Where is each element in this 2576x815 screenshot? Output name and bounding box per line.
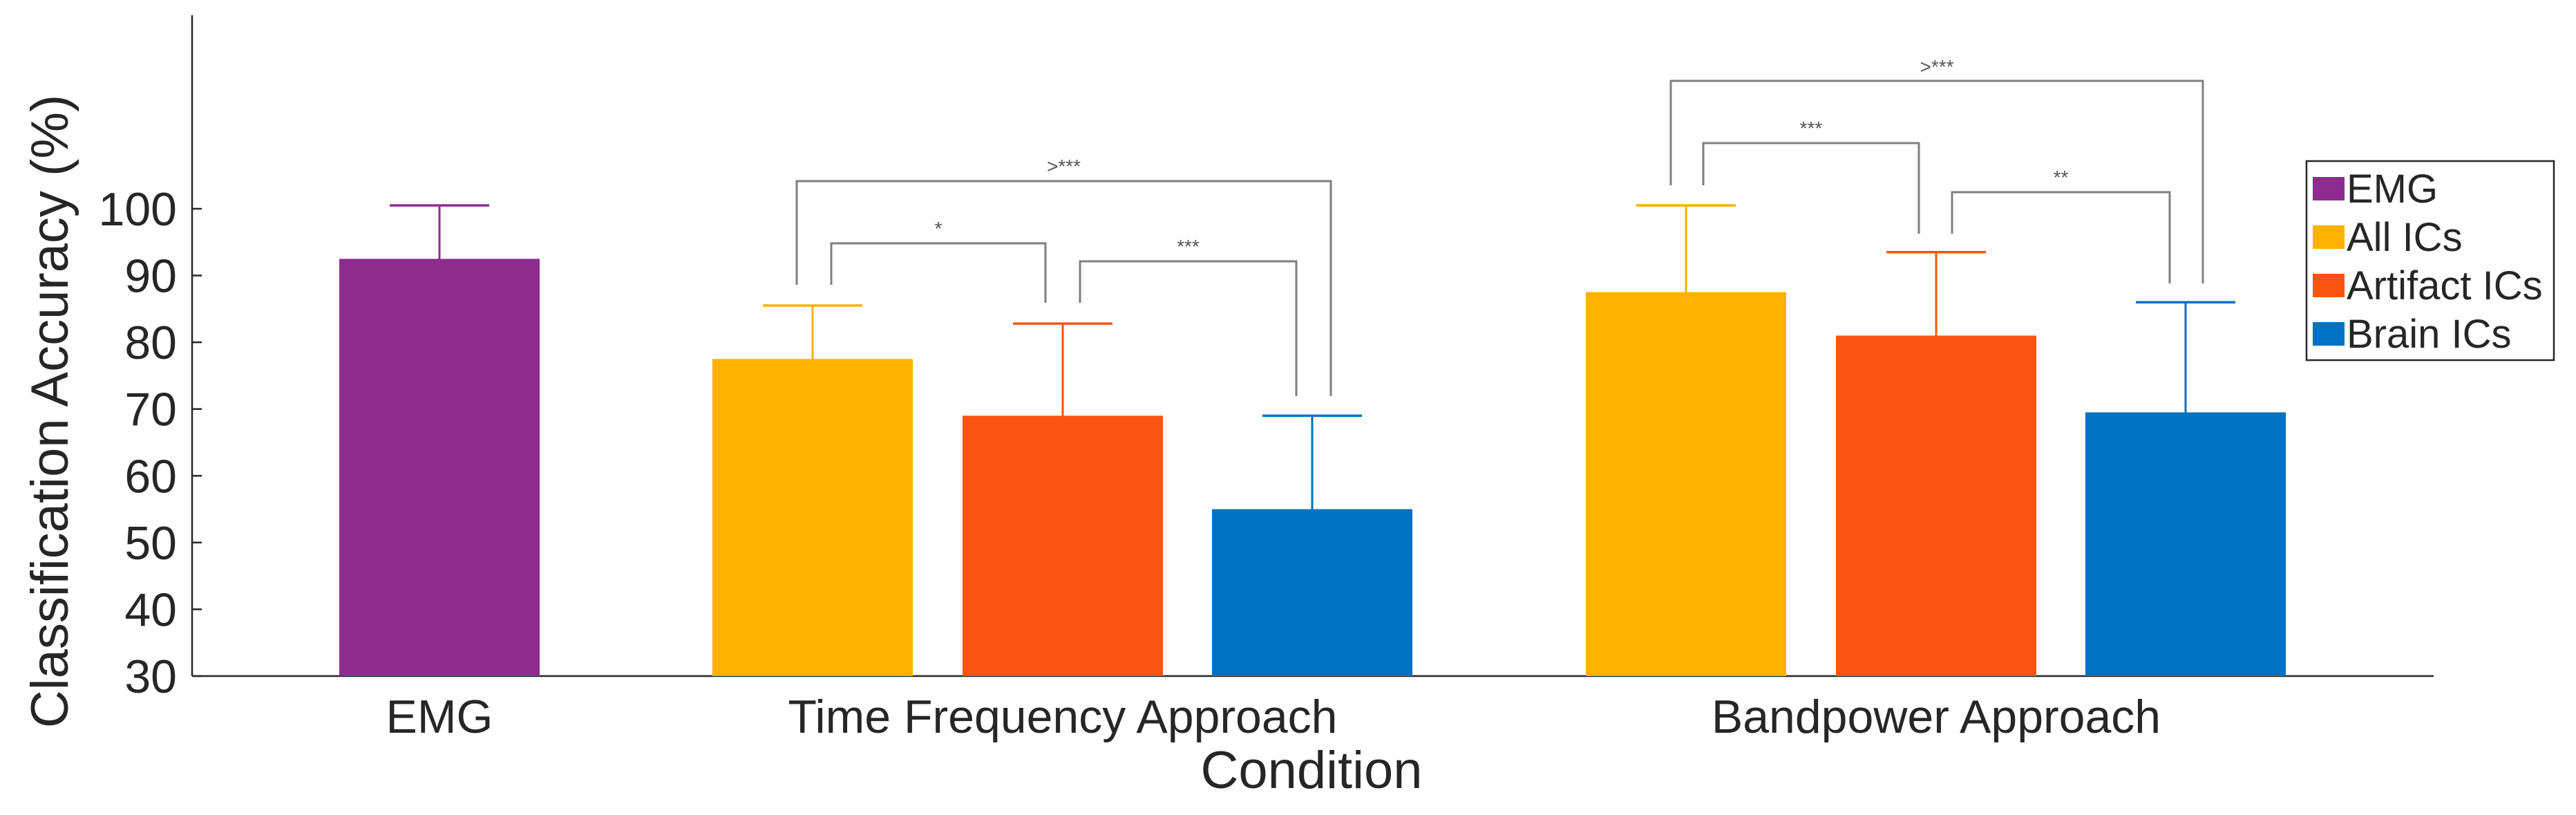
- significance-bracket: [795, 180, 1332, 396]
- axis-labels: Classification Accuracy (%) Condition: [21, 95, 1423, 800]
- significance-label: **: [2054, 167, 2069, 188]
- legend-label: Brain ICs: [2347, 312, 2512, 357]
- y-tick-label: 50: [124, 517, 177, 570]
- significance-label: ***: [1800, 118, 1823, 139]
- significance-bracket: [1702, 142, 1920, 234]
- legend-box: [2305, 160, 2555, 362]
- y-tick-label: 90: [124, 250, 177, 303]
- legend-swatch: [2313, 177, 2345, 200]
- legend-swatch: [2313, 274, 2345, 297]
- y-tick-label: 30: [124, 650, 177, 703]
- bars: EMG Time Frequency Approach Bandpower Appr…: [339, 204, 2286, 743]
- significance-bracket: [1951, 191, 2171, 283]
- x-axis-title: Condition: [1200, 741, 1422, 800]
- y-tick-label: 70: [124, 384, 177, 436]
- y-axis-title: Classification Accuracy (%): [21, 95, 79, 729]
- significance-label: >***: [1920, 56, 1953, 77]
- significance-label: *: [935, 218, 943, 239]
- y-tick-label: 40: [124, 583, 177, 636]
- significance-bracket: [830, 242, 1047, 303]
- y-tick-label: 80: [124, 317, 177, 369]
- significance-bracket: [1079, 260, 1298, 396]
- significance-label: >***: [1047, 156, 1081, 177]
- category-label: EMG: [386, 691, 493, 743]
- legend-swatch: [2313, 322, 2345, 346]
- category-label: Bandpower Approach: [1712, 691, 2161, 743]
- significance-bracket: [1669, 79, 2204, 283]
- y-tick-label: 60: [124, 450, 177, 503]
- legend-label: EMG: [2347, 167, 2438, 212]
- axes: 30 40 50 60 70 80 90 100: [99, 15, 2434, 703]
- significance-label: ***: [1177, 236, 1200, 257]
- y-tick-label: 100: [99, 183, 177, 236]
- legend-label: Artifact ICs: [2347, 263, 2543, 308]
- category-label: Time Frequency Approach: [788, 691, 1338, 743]
- legend-label: All ICs: [2347, 215, 2463, 260]
- legend-swatch: [2313, 225, 2345, 249]
- bar: [339, 259, 540, 676]
- significance-brackets: ****>********>***: [795, 56, 2204, 396]
